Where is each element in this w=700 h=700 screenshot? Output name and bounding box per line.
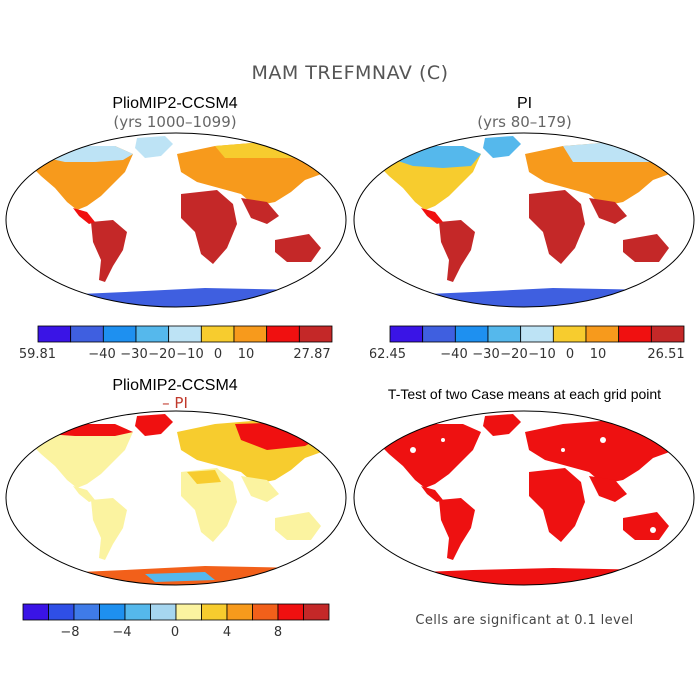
panel2-subtitle: (yrs 80–179): [477, 113, 572, 131]
south-asia: [241, 198, 279, 224]
colorbar-tick-label: 0: [566, 347, 574, 362]
colorbar-tick-label: 26.51: [647, 347, 684, 362]
colorbar-swatch: [150, 603, 177, 621]
colorbar-swatch: [200, 325, 235, 343]
colorbar-swatch: [99, 603, 126, 621]
africa: [181, 190, 237, 264]
colorbar-swatch: [266, 325, 300, 343]
colorbar-swatch: [520, 325, 554, 343]
colorbar-swatch: [552, 325, 587, 343]
colorbar-tick-label: −20: [148, 347, 175, 362]
panel2-map: [353, 132, 695, 308]
colorbar-swatch: [135, 325, 170, 343]
colorbar-swatch: [487, 325, 522, 343]
colorbar-tick-label: −20: [500, 347, 527, 362]
colorbar-swatch: [618, 325, 652, 343]
greenland: [135, 136, 173, 158]
colorbar-tick-label: 0: [214, 347, 222, 362]
colorbar-swatch: [124, 603, 151, 621]
panel1-map: [5, 132, 347, 308]
panel3-subtitle: – PI: [162, 394, 188, 412]
panel1-title: PlioMIP2-CCSM4: [112, 95, 238, 112]
panel2-colorbar: −62.45 −40 −30−20−10 0 10 26.51: [370, 325, 685, 362]
colorbar-tick-label: −62.45: [370, 347, 406, 362]
colorbar-swatch: [37, 325, 72, 343]
colorbar-tick-label: −8: [60, 625, 79, 640]
colorbar-swatch: [48, 603, 75, 621]
panel1-subtitle: (yrs 1000–1099): [113, 113, 237, 131]
colorbar-tick-label: 4: [223, 625, 231, 640]
colorbar-tick-label: −40: [88, 347, 115, 362]
panel4-title: T-Test of two Case means at each grid po…: [387, 386, 662, 402]
colorbar-tick-label: 8: [274, 625, 282, 640]
colorbar-swatch: [233, 325, 268, 343]
figure-title: MAM TREFMNAV (C): [251, 62, 449, 84]
north-america: [25, 146, 133, 210]
australia: [275, 234, 321, 262]
colorbar-tick-label: −4: [112, 625, 131, 640]
colorbar-swatch: [277, 603, 304, 621]
colorbar-tick-label: 10: [590, 347, 607, 362]
panel1-colorbar: −59.81 −40 −30−20−10 0 10 27.87: [20, 325, 333, 362]
panel3-colorbar: −8 −4 0 4 8: [22, 603, 330, 640]
colorbar-swatch: [201, 603, 228, 621]
colorbar-tick-label: −30: [472, 347, 499, 362]
central-america: [73, 208, 95, 224]
colorbar-swatch: [168, 325, 202, 343]
colorbar-swatch: [389, 325, 424, 343]
colorbar-swatch: [454, 325, 489, 343]
colorbar-swatch: [252, 603, 279, 621]
colorbar-swatch: [102, 325, 137, 343]
colorbar-tick-label: 10: [238, 347, 255, 362]
colorbar-swatch: [22, 603, 49, 621]
panel3-title: PlioMIP2-CCSM4: [112, 377, 238, 394]
colorbar-tick-label: −10: [528, 347, 555, 362]
colorbar-tick-label: −40: [440, 347, 467, 362]
significance-note: Cells are significant at 0.1 level: [415, 613, 634, 628]
colorbar-tick-label: −30: [120, 347, 147, 362]
colorbar-swatch: [422, 325, 456, 343]
colorbar-tick-label: −59.81: [20, 347, 56, 362]
north-america-north: [45, 146, 133, 162]
colorbar-swatch: [303, 603, 330, 621]
colorbar-swatch: [175, 603, 202, 621]
colorbar-swatch: [298, 325, 333, 343]
panel2-title: PI: [516, 95, 533, 112]
panel3-map: [5, 410, 347, 586]
colorbar-tick-label: −10: [176, 347, 203, 362]
colorbar-swatch: [585, 325, 620, 343]
panel4-map: [353, 410, 695, 586]
colorbar-swatch: [226, 603, 253, 621]
colorbar-tick-label: 27.87: [293, 347, 330, 362]
colorbar-swatch: [73, 603, 100, 621]
south-america: [91, 220, 127, 282]
colorbar-swatch: [70, 325, 104, 343]
colorbar-tick-label: 0: [171, 625, 179, 640]
colorbar-swatch: [650, 325, 685, 343]
